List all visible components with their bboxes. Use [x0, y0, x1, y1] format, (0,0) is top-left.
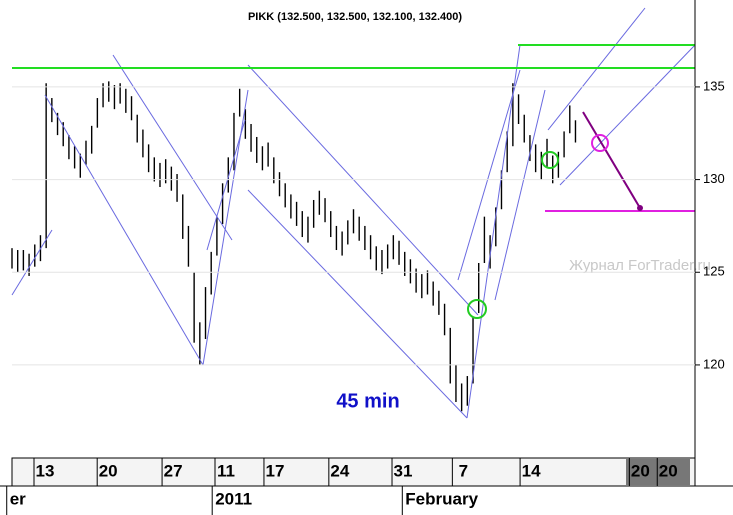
axis-block [626, 459, 690, 485]
y-tick-label: 135 [703, 78, 725, 93]
x-tick-label: 17 [265, 461, 284, 480]
y-tick-label: 125 [703, 264, 725, 279]
signal-circle [541, 151, 559, 169]
x-tick-label: 13 [36, 461, 55, 480]
y-tick-label: 120 [703, 356, 725, 371]
period-label: February [405, 489, 478, 508]
channel-lines [11, 7, 696, 419]
period-label: 2011 [215, 489, 252, 508]
y-tick-label: 130 [703, 171, 725, 186]
x-tick-label: 14 [522, 461, 541, 480]
x-tick-label: 20 [99, 461, 118, 480]
x-tick-label: 24 [330, 461, 349, 480]
chart-title: PIKK (132.500, 132.500, 132.100, 132.400… [248, 11, 462, 23]
watermark: Журнал ForTrader.ru [569, 257, 711, 274]
target-dot [637, 205, 643, 211]
x-axis-band [11, 457, 696, 487]
axes: 120 125 130 135 13 20 27 11 17 24 31 7 14 20 20 er 2011 F… [6, 78, 725, 515]
signal-circle [591, 134, 609, 152]
x-tick-label: 20 [631, 461, 650, 480]
x-tick-label: 11 [217, 461, 235, 480]
x-tick-label: 7 [459, 461, 468, 480]
period-label: er [10, 489, 26, 508]
signal-circle [467, 299, 487, 319]
target-arrow [582, 111, 641, 209]
x-tick-label: 20 [659, 461, 678, 480]
x-tick-label: 27 [164, 461, 183, 480]
x-tick-label: 31 [394, 461, 413, 480]
timeframe-label: 45 min [336, 390, 399, 412]
